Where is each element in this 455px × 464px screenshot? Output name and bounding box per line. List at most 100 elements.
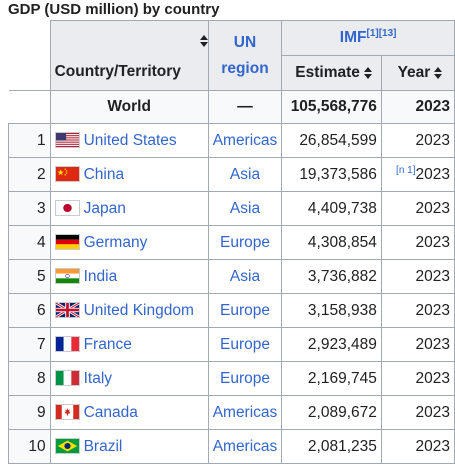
country-cell: China [49,157,209,192]
un-region-header-link[interactable]: UN region [221,33,269,77]
table-row: 7 France Europe 2,923,489 2023 [8,327,455,362]
us-flag-icon [54,131,80,148]
country-link[interactable]: Japan [83,199,126,217]
estimate-cell: 3,736,882 [281,259,382,294]
year-cell: 2023 [380,123,455,158]
year-value: 2023 [415,166,450,184]
world-label: World [49,90,209,124]
region-link[interactable]: Europe [220,233,270,251]
imf-header-link[interactable]: IMF [339,29,367,46]
rank-cell: 5 [8,259,51,294]
footnote-ref[interactable]: [n 1] [396,164,416,176]
country-link[interactable]: China [83,165,125,183]
table-row: 2 China Asia 19,373,586 [n 1]2023 [8,157,455,192]
region-link[interactable]: Americas [212,131,278,149]
world-estimate: 105,568,776 [281,90,382,124]
world-row: World — 105,568,776 2023 [8,90,455,124]
country-header-label: Country/Territory [54,63,181,80]
region-link[interactable]: Asia [229,199,261,217]
region-link[interactable]: Asia [229,165,261,183]
estimate-cell: 19,373,586 [281,157,382,192]
table-row: 3 Japan Asia 4,409,738 2023 [8,191,455,226]
estimate-cell: 2,081,235 [281,429,382,464]
country-cell: United States [49,123,209,158]
region-cell: Americas [207,429,283,464]
country-link[interactable]: United Kingdom [83,301,194,319]
region-cell: Asia [207,157,283,192]
year-cell: 2023 [380,429,455,464]
rank-cell: 3 [8,191,51,226]
table-row: 1 United States Americas 26,854,599 2023 [8,123,455,158]
year-cell: 2023 [380,225,455,260]
rank-header-blank [8,20,51,91]
rank-cell: 6 [8,293,51,328]
country-cell: Canada [49,395,209,430]
year-value: 2023 [415,234,450,252]
rank-cell: 9 [8,395,51,430]
year-cell: 2023 [380,191,455,226]
table-row: 10 Brazil Americas 2,081,235 2023 [8,429,455,464]
country-link[interactable]: Brazil [83,437,123,455]
table-row: 4 Germany Europe 4,308,854 2023 [8,225,455,260]
year-cell: 2023 [380,293,455,328]
estimate-cell: 2,089,672 [281,395,382,430]
imf-references[interactable]: [1][13] [366,27,397,39]
rank-cell: 8 [8,361,51,396]
country-cell: France [49,327,209,362]
table-row: 5 India Asia 3,736,882 2023 [8,259,455,294]
year-value: 2023 [415,132,450,150]
year-column-header[interactable]: Year [380,55,455,91]
country-link[interactable]: Canada [83,403,138,421]
estimate-cell: 26,854,599 [281,123,382,158]
year-cell: 2023 [380,361,455,396]
rank-cell: 7 [8,327,51,362]
world-region: — [207,90,283,124]
gdp-table: Country/Territory UN region IMF[1][13] E… [8,20,455,464]
country-cell: Japan [49,191,209,226]
year-value: 2023 [415,404,450,422]
year-value: 2023 [415,268,450,286]
rank-cell: 10 [8,429,51,464]
jp-flag-icon [54,199,80,216]
region-link[interactable]: Europe [220,301,270,319]
region-link[interactable]: Americas [212,437,278,455]
year-cell: 2023 [380,327,455,362]
region-link[interactable]: Europe [220,335,270,353]
country-link[interactable]: India [83,267,118,285]
country-link[interactable]: Germany [83,233,148,251]
cn-flag-icon [54,165,80,182]
country-column-header[interactable]: Country/Territory [49,20,209,91]
un-region-column-header[interactable]: UN region [207,20,283,91]
table-row: 9 Canada Americas 2,089,672 2023 [8,395,455,430]
estimate-column-header[interactable]: Estimate [281,55,382,91]
region-cell: Europe [207,225,283,260]
world-rank-blank [8,90,51,124]
region-cell: Americas [207,395,283,430]
country-cell: Brazil [49,429,209,464]
rank-cell: 4 [8,225,51,260]
region-link[interactable]: Americas [212,403,278,421]
br-flag-icon [54,437,80,454]
table-row: 6 United Kingdom Europe 3,158,938 2023 [8,293,455,328]
region-link[interactable]: Europe [220,369,270,387]
region-cell: Europe [207,293,283,328]
region-link[interactable]: Asia [229,267,261,285]
table-row: 8 Italy Europe 2,169,745 2023 [8,361,455,396]
country-link[interactable]: United States [83,131,177,149]
estimate-cell: 2,169,745 [281,361,382,396]
region-cell: Asia [207,259,283,294]
table-caption: GDP (USD million) by country [8,1,220,18]
country-link[interactable]: France [83,335,132,353]
country-link[interactable]: Italy [83,369,113,387]
year-value: 2023 [415,370,450,388]
rank-cell: 1 [8,123,51,158]
estimate-cell: 2,923,489 [281,327,382,362]
country-cell: India [49,259,209,294]
in-flag-icon [54,267,80,284]
year-cell: 2023 [380,395,455,430]
estimate-cell: 4,308,854 [281,225,382,260]
ca-flag-icon [54,403,80,420]
year-cell: [n 1]2023 [380,157,455,192]
region-cell: Europe [207,361,283,396]
it-flag-icon [54,369,80,386]
